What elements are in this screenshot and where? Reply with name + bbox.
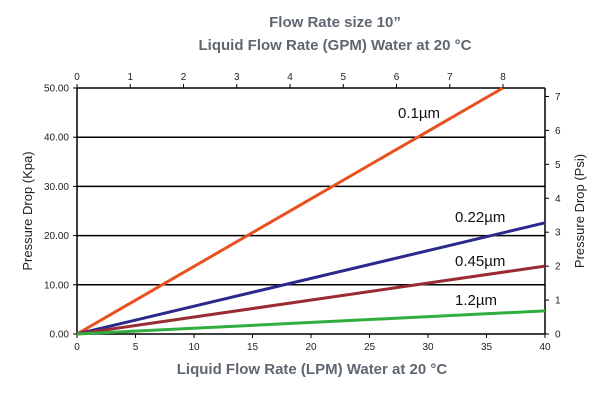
series-label: 1.2µm (455, 292, 497, 309)
x-tick-label: 10 (188, 342, 200, 353)
series-line (76, 221, 546, 336)
y-tick-label: 40.00 (44, 133, 69, 144)
series-line (76, 264, 546, 336)
series-line (76, 309, 546, 336)
series-label: 0.1µm (398, 105, 440, 122)
x2-tick-label: 6 (394, 72, 400, 83)
x2-tick-label: 8 (500, 72, 506, 83)
x2-tick-label: 3 (234, 72, 240, 83)
y2-tick-label: 2 (555, 262, 561, 273)
x2-tick-label: 2 (181, 72, 187, 83)
y2-tick-label: 7 (555, 92, 561, 103)
y-axis-label: Pressure Drop (Kpa) (20, 151, 35, 270)
y2-tick-label: 3 (555, 228, 561, 239)
series-label: 0.45µm (455, 253, 505, 270)
y2-tick-label: 1 (555, 296, 561, 307)
x2-tick-label: 7 (447, 72, 453, 83)
x-tick-label: 35 (481, 342, 493, 353)
y-tick-label: 50.00 (44, 84, 69, 95)
x-tick-label: 0 (74, 342, 80, 353)
chart-subtitle: Liquid Flow Rate (GPM) Water at 20 °C (199, 37, 472, 54)
x2-tick-label: 1 (127, 72, 133, 83)
x2-tick-label: 5 (340, 72, 346, 83)
y2-tick-label: 6 (555, 126, 561, 137)
y2-tick-label: 4 (555, 194, 561, 205)
x-tick-label: 40 (539, 342, 551, 353)
y2-axis-label: Pressure Drop (Psi) (572, 154, 587, 268)
y-tick-label: 10.00 (44, 280, 69, 291)
x-tick-label: 20 (305, 342, 317, 353)
y-tick-label: 0.00 (50, 330, 70, 341)
y2-tick-label: 0 (555, 330, 561, 341)
x-tick-label: 5 (133, 342, 139, 353)
chart-title: Flow Rate size 10” (269, 14, 401, 31)
x-tick-label: 30 (422, 342, 434, 353)
x2-tick-label: 4 (287, 72, 293, 83)
series-line (76, 86, 504, 336)
y-tick-label: 30.00 (44, 182, 69, 193)
y2-tick-label: 5 (555, 160, 561, 171)
y-tick-label: 20.00 (44, 231, 69, 242)
series-label: 0.22µm (455, 209, 505, 226)
x-axis-label: Liquid Flow Rate (LPM) Water at 20 °C (177, 361, 448, 378)
x-tick-label: 25 (364, 342, 376, 353)
x2-tick-label: 0 (74, 72, 80, 83)
x-tick-label: 15 (247, 342, 259, 353)
